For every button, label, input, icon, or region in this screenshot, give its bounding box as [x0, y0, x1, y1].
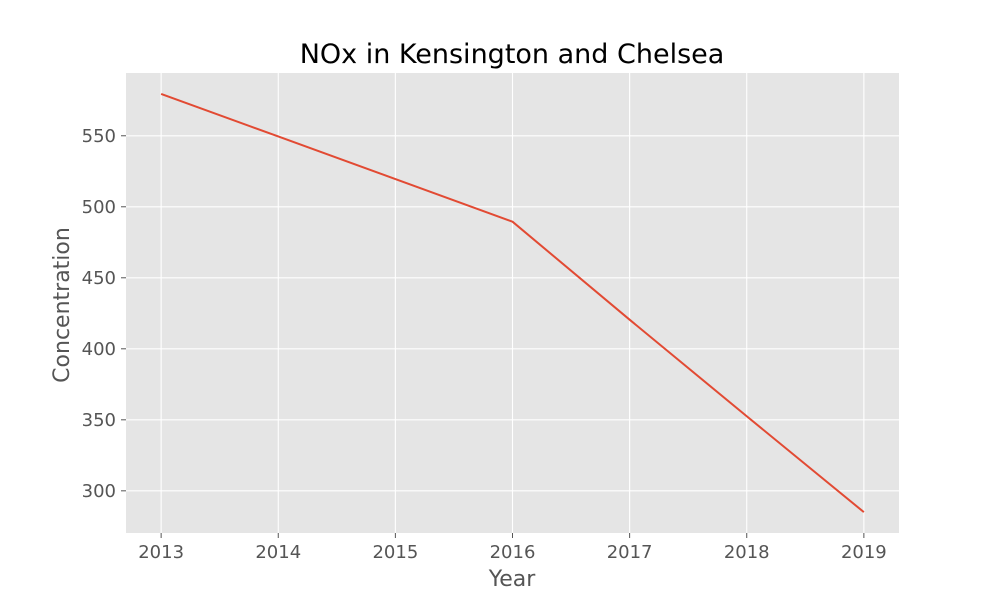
x-tick-label: 2014 — [255, 542, 301, 563]
y-tick-label: 350 — [82, 410, 116, 431]
x-tick-label: 2019 — [841, 542, 887, 563]
y-tick-label: 550 — [82, 126, 116, 147]
x-tick-label: 2016 — [490, 542, 536, 563]
chart-title: NOx in Kensington and Chelsea — [300, 39, 725, 70]
y-axis-label: Concentration — [50, 227, 75, 383]
x-axis-label: Year — [488, 567, 537, 592]
x-tick-label: 2013 — [138, 542, 184, 563]
x-tick-label: 2018 — [724, 542, 770, 563]
x-tick-label: 2017 — [607, 542, 653, 563]
x-tick-label: 2015 — [372, 542, 418, 563]
y-tick-label: 450 — [82, 268, 116, 289]
y-axis-ticks: 300 350 400 450 500 550 — [82, 126, 126, 502]
y-tick-label: 500 — [82, 197, 116, 218]
y-tick-label: 400 — [82, 339, 116, 360]
y-tick-label: 300 — [82, 481, 116, 502]
x-axis-ticks: 2013 2014 2015 2016 2017 2018 2019 — [138, 533, 887, 563]
